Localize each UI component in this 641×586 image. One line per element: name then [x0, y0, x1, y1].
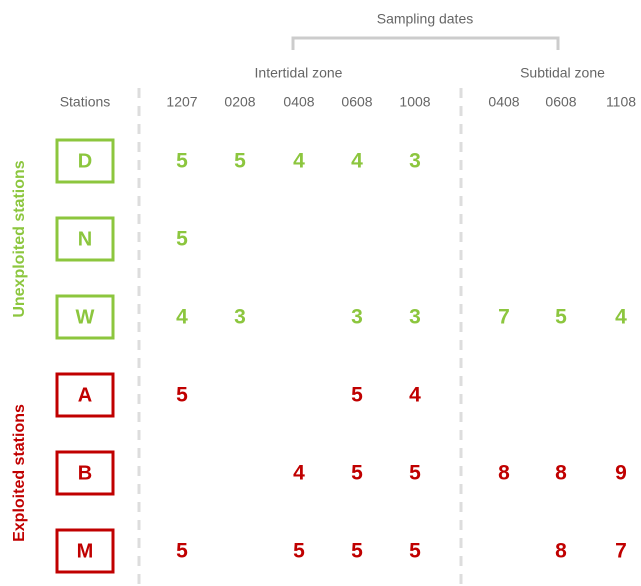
- date-label: 1207: [166, 94, 197, 110]
- cell-value: 8: [555, 462, 567, 485]
- cell-value: 7: [498, 306, 510, 329]
- station-label: N: [78, 228, 92, 250]
- cell-value: 5: [555, 306, 567, 329]
- cell-value: 5: [176, 540, 188, 563]
- cell-value: 4: [615, 306, 627, 329]
- station-box: [55, 294, 115, 340]
- cell-value: 8: [555, 540, 567, 563]
- date-label: 0608: [341, 94, 372, 110]
- cell-value: 5: [351, 540, 363, 563]
- title: Sampling dates: [377, 11, 474, 27]
- station-label: M: [77, 540, 94, 562]
- station-box: [55, 372, 115, 418]
- cell-value: 3: [234, 306, 246, 329]
- date-label: 0208: [224, 94, 255, 110]
- station-box: [55, 138, 115, 184]
- cell-value: 4: [351, 150, 363, 173]
- date-label: 1008: [399, 94, 430, 110]
- cell-value: 5: [176, 384, 188, 407]
- cell-value: 5: [234, 150, 246, 173]
- station-box: [55, 450, 115, 496]
- station-box: [55, 216, 115, 262]
- station-label: B: [78, 462, 92, 484]
- cell-value: 5: [176, 228, 188, 251]
- cell-value: 4: [293, 462, 305, 485]
- cell-value: 3: [409, 150, 421, 173]
- cell-value: 5: [409, 462, 421, 485]
- cell-value: 8: [498, 462, 510, 485]
- station-label: A: [78, 384, 92, 406]
- bracket: [291, 36, 560, 50]
- date-label: 0408: [283, 94, 314, 110]
- zone-label: Intertidal zone: [255, 65, 343, 81]
- cell-value: 4: [176, 306, 188, 329]
- stations-label: Stations: [60, 94, 111, 110]
- station-label: D: [78, 150, 92, 172]
- cell-value: 5: [409, 540, 421, 563]
- date-label: 0608: [545, 94, 576, 110]
- station-box: [55, 528, 115, 574]
- cell-value: 3: [409, 306, 421, 329]
- cell-value: 4: [293, 150, 305, 173]
- cell-value: 5: [351, 384, 363, 407]
- date-label: 0408: [488, 94, 519, 110]
- group-label: Exploited stations: [11, 404, 28, 542]
- cell-value: 5: [293, 540, 305, 563]
- group-label: Unexploited stations: [11, 160, 28, 317]
- date-label: 1108: [606, 94, 636, 110]
- cell-value: 5: [351, 462, 363, 485]
- station-label: W: [76, 306, 95, 328]
- cell-value: 3: [351, 306, 363, 329]
- cell-value: 9: [615, 462, 627, 485]
- cell-value: 7: [615, 540, 627, 563]
- zone-label: Subtidal zone: [520, 65, 605, 81]
- cell-value: 5: [176, 150, 188, 173]
- cell-value: 4: [409, 384, 421, 407]
